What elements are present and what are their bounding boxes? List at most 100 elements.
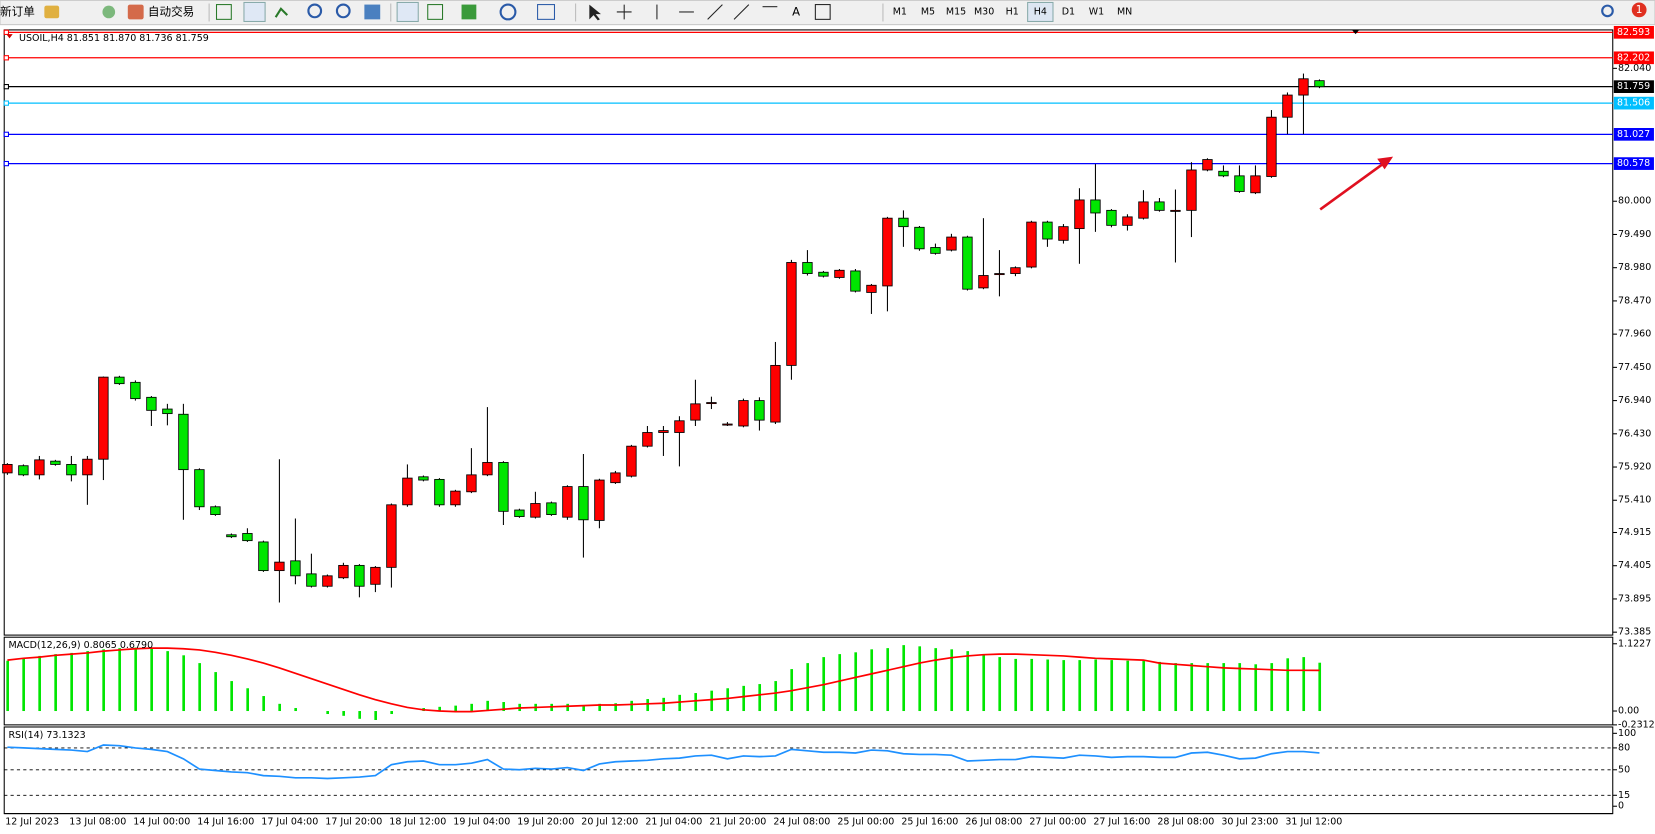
- macd-bar: [38, 655, 41, 712]
- candle-body: [882, 217, 893, 287]
- macd-bar: [966, 651, 970, 712]
- macd-bar: [582, 705, 586, 712]
- macd-bar: [1142, 660, 1146, 712]
- timeframe-button[interactable]: M1: [893, 6, 907, 17]
- label-tool[interactable]: [814, 4, 831, 20]
- macd-bar: [326, 711, 329, 715]
- macd-bar: [1046, 659, 1050, 712]
- notification-badge[interactable]: [1631, 2, 1647, 18]
- icon[interactable]: [335, 3, 351, 19]
- new-order-button[interactable]: 新订单: [0, 4, 35, 18]
- timeframe-button[interactable]: H1: [1006, 6, 1019, 17]
- timeframe-button[interactable]: M5: [921, 6, 935, 17]
- macd-bar: [262, 696, 265, 712]
- candle-body: [178, 413, 189, 471]
- notification-count: 1: [1636, 4, 1643, 16]
- icon[interactable]: [499, 3, 517, 21]
- macd-bar: [742, 685, 746, 712]
- candle-body: [146, 396, 157, 411]
- candle-body: [1154, 201, 1165, 211]
- x-tick-label: 27 Jul 16:00: [1093, 817, 1150, 828]
- timeframe-button[interactable]: D1: [1062, 6, 1075, 17]
- candle-body: [226, 534, 237, 538]
- macd-bar: [1014, 658, 1018, 712]
- macd-bar: [166, 651, 169, 712]
- candle-body: [1026, 221, 1037, 268]
- candle-body: [194, 469, 205, 508]
- auto-trading-button[interactable]: 自动交易: [148, 4, 194, 18]
- candle-body: [242, 533, 253, 542]
- y-tick-label: 73.385: [1618, 627, 1651, 638]
- crosshair-tool[interactable]: [616, 4, 632, 20]
- icon[interactable]: [127, 4, 144, 20]
- macd-bar: [630, 700, 634, 712]
- macd-bar: [982, 654, 986, 712]
- pane-title: USOIL,H4 81.851 81.870 81.736 81.759: [19, 33, 209, 44]
- candle-body: [1106, 209, 1117, 226]
- candle-body: [1314, 80, 1325, 88]
- price-tag: [1613, 96, 1654, 110]
- x-tick-label: 17 Jul 20:00: [325, 817, 382, 828]
- timeframe-button[interactable]: M15: [946, 6, 966, 17]
- macd-bar: [1158, 661, 1162, 712]
- macd-bar: [934, 648, 938, 712]
- candle-body: [1074, 199, 1085, 230]
- icon[interactable]: [274, 7, 289, 18]
- candle-body: [1010, 267, 1021, 274]
- candle-body: [1170, 209, 1181, 212]
- search-button[interactable]: [1601, 4, 1614, 18]
- y-tick-label: 77.450: [1618, 362, 1651, 373]
- candle-body: [802, 262, 813, 274]
- macd-bar: [694, 693, 698, 712]
- channel-tool[interactable]: [733, 4, 750, 20]
- icon[interactable]: [427, 4, 444, 20]
- timeframe-button[interactable]: M30: [974, 6, 994, 17]
- line-handle: [3, 55, 9, 61]
- icon[interactable]: [307, 3, 323, 19]
- y-tick-label: -0.2312: [1618, 719, 1655, 730]
- macd-bar: [1254, 664, 1258, 712]
- timeframe-button[interactable]: W1: [1089, 6, 1104, 17]
- x-tick-label: 31 Jul 12:00: [1285, 817, 1342, 828]
- candle-body: [50, 460, 61, 465]
- y-tick-label: 0.00: [1618, 706, 1639, 717]
- candle-body: [706, 402, 717, 405]
- candle-body: [738, 400, 749, 427]
- x-tick-label: 19 Jul 04:00: [453, 817, 510, 828]
- text-tool[interactable]: A: [792, 4, 800, 18]
- line-handle: [3, 100, 9, 106]
- candle-body: [1234, 175, 1245, 192]
- icon[interactable]: [364, 4, 381, 20]
- trendline-tool[interactable]: [707, 4, 723, 20]
- timeframe-button[interactable]: H4: [1034, 6, 1047, 17]
- icon[interactable]: [215, 4, 232, 20]
- macd-bar: [998, 657, 1002, 712]
- x-tick-label: 20 Jul 12:00: [581, 817, 638, 828]
- icon[interactable]: [102, 5, 116, 19]
- icon[interactable]: [537, 4, 556, 20]
- macd-bar: [246, 688, 249, 712]
- x-tick-label: 28 Jul 08:00: [1157, 817, 1214, 828]
- price-tag: [1613, 80, 1654, 93]
- icon[interactable]: [396, 1, 419, 22]
- timeframe-button[interactable]: MN: [1117, 6, 1132, 17]
- y-tick-label: 74.405: [1618, 560, 1651, 571]
- macd-bar: [214, 672, 217, 712]
- icon[interactable]: [461, 4, 477, 20]
- x-tick-label: 21 Jul 20:00: [709, 817, 766, 828]
- y-tick-label: 1.1227: [1618, 638, 1651, 649]
- macd-bar: [102, 649, 105, 712]
- macd-bar: [678, 694, 682, 712]
- candle-body: [210, 506, 221, 516]
- x-tick-label: 26 Jul 08:00: [965, 817, 1022, 828]
- candle-body: [418, 476, 429, 481]
- icon[interactable]: [44, 5, 60, 19]
- icon[interactable]: [243, 1, 266, 22]
- cursor-tool[interactable]: [589, 4, 601, 21]
- price-tag-label: 82.202: [1617, 52, 1650, 63]
- macd-bar: [870, 649, 874, 712]
- candle-body: [18, 465, 29, 476]
- candle-body: [482, 462, 493, 476]
- x-tick-label: 17 Jul 04:00: [261, 817, 318, 828]
- candle-body: [130, 381, 141, 400]
